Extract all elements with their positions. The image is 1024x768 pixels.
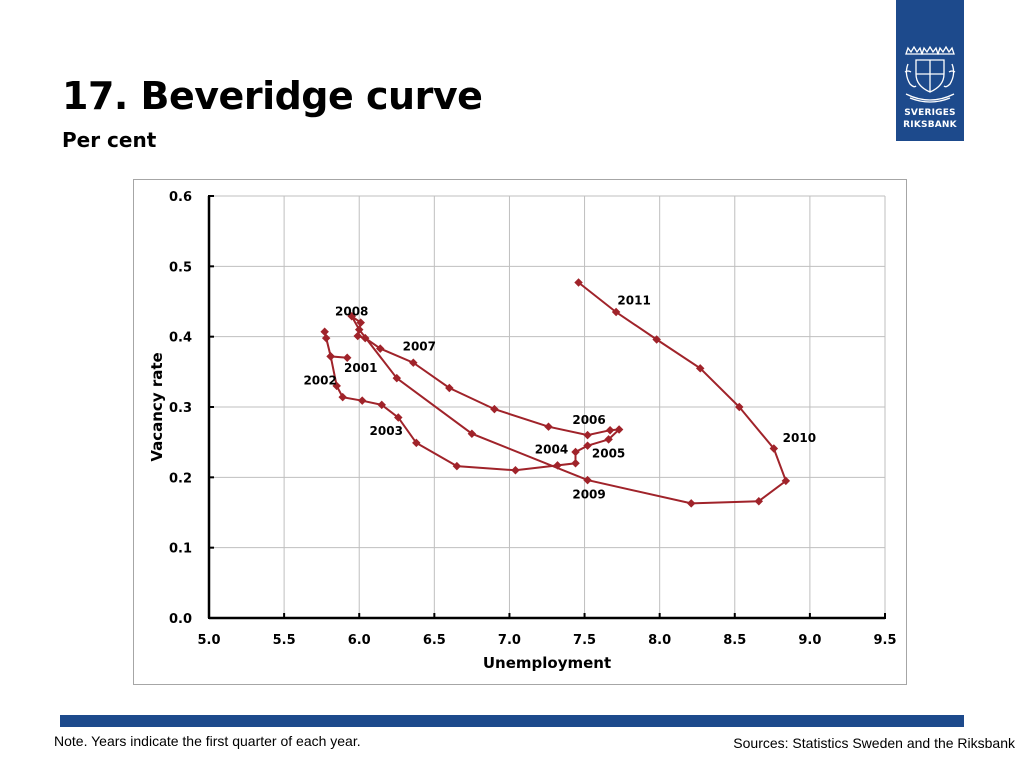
data-point: [604, 435, 613, 444]
y-tick-label: 0.5: [169, 260, 192, 275]
data-point: [686, 499, 696, 508]
y-tick-label: 0.0: [169, 612, 192, 627]
data-point: [377, 400, 386, 410]
data-point: [326, 352, 335, 361]
data-point: [467, 429, 477, 438]
data-point: [321, 333, 331, 343]
year-annotation: 2002: [303, 373, 336, 387]
logo-line-1: SVERIGES: [904, 108, 956, 118]
x-tick-label: 8.0: [648, 633, 671, 648]
page-subtitle: Per cent: [62, 128, 157, 152]
data-point: [342, 353, 352, 363]
data-point: [445, 383, 454, 393]
riksbank-logo: SVERIGES RIKSBANK: [896, 0, 964, 141]
y-tick-label: 0.3: [169, 401, 192, 416]
data-point: [574, 278, 583, 287]
data-point: [511, 466, 520, 475]
chart-frame: 5.0 5.5 6.0 6.5 7.0 7.5 8.0 8.5 9.0 9.5 0.0 0.1 0.2 0…: [133, 179, 907, 685]
year-annotation: 2001: [344, 361, 377, 375]
data-point: [544, 422, 553, 431]
footer-sources: Sources: Statistics Sweden and the Riksb…: [733, 735, 1015, 751]
data-point: [571, 459, 580, 468]
year-annotation: 2004: [535, 442, 568, 456]
x-tick-label: 6.0: [348, 633, 371, 648]
y-tick-label: 0.2: [169, 471, 192, 486]
data-point: [353, 331, 362, 341]
data-point: [409, 358, 418, 367]
data-point: [571, 447, 580, 457]
data-point: [356, 318, 365, 327]
crest-icon: [904, 45, 956, 103]
y-tick-label: 0.4: [169, 331, 192, 346]
data-point: [320, 327, 329, 336]
x-axis-label: Unemployment: [483, 654, 611, 672]
x-tick-label: 8.5: [723, 633, 746, 648]
x-tick-label: 9.0: [798, 633, 821, 648]
data-point: [553, 461, 562, 470]
x-tick-label: 5.5: [273, 633, 296, 648]
data-point: [376, 344, 385, 353]
series-line: [323, 281, 788, 505]
x-tick-label: 7.0: [498, 633, 521, 648]
footer-note: Note. Years indicate the first quarter o…: [54, 733, 361, 749]
data-point: [605, 425, 615, 435]
year-annotation: 2005: [592, 447, 625, 461]
data-point: [354, 325, 364, 334]
beveridge-chart: 5.0 5.5 6.0 6.5 7.0 7.5 8.0 8.5 9.0 9.5 0.0 0.1 0.2 0…: [148, 190, 897, 672]
data-point: [614, 425, 624, 434]
data-point: [769, 444, 779, 453]
year-annotation: 2009: [572, 487, 605, 501]
year-annotation: 2003: [370, 424, 403, 438]
data-point: [347, 312, 356, 321]
y-tick-label: 0.1: [169, 542, 192, 557]
data-point: [452, 461, 462, 471]
data-point: [583, 430, 592, 440]
x-tick-label: 5.0: [197, 633, 220, 648]
y-axis-label: Vacancy rate: [148, 352, 166, 461]
data-point: [332, 381, 341, 391]
x-tick-label: 6.5: [423, 633, 446, 648]
data-point: [490, 404, 499, 414]
x-tick-label: 7.5: [573, 633, 596, 648]
year-annotation: 2011: [617, 293, 650, 307]
data-point: [357, 396, 367, 405]
data-point: [583, 475, 592, 485]
y-tick-label: 0.6: [169, 190, 192, 205]
data-point: [412, 438, 421, 448]
data-point: [754, 497, 764, 506]
year-annotation: 2010: [783, 431, 816, 445]
footer-bar: [60, 715, 964, 727]
data-point: [583, 441, 592, 450]
year-annotation: 2008: [335, 305, 368, 319]
year-annotation: 2006: [572, 413, 605, 427]
logo-line-2: RIKSBANK: [903, 120, 957, 130]
data-point: [735, 402, 744, 412]
data-point: [394, 413, 403, 422]
data-point: [338, 392, 347, 402]
data-point: [360, 333, 370, 343]
page-title: 17. Beveridge curve: [62, 74, 483, 118]
data-point: [392, 373, 402, 383]
data-point: [781, 476, 791, 486]
x-tick-label: 9.5: [873, 633, 896, 648]
year-annotation: 2007: [403, 340, 436, 354]
